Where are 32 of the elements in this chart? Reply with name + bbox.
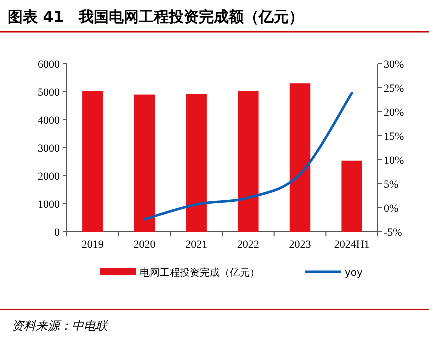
line-series	[144, 92, 354, 221]
x-tick-label: 2019	[82, 239, 104, 251]
x-tick-label: 2020	[134, 239, 156, 251]
legend-label: yoy	[345, 268, 364, 279]
x-tick-label: 2024H1	[334, 239, 370, 251]
y-tick-label: 4000	[38, 115, 60, 127]
bar	[82, 91, 104, 232]
bar	[238, 91, 259, 232]
chart-title: 图表 41 我国电网工程投资完成额（亿元）	[8, 8, 304, 26]
x-tick-label: 2022	[237, 239, 260, 251]
legend-label: 电网工程投资完成（亿元）	[140, 267, 260, 279]
y2-tick-label: -5%	[384, 227, 402, 239]
bar	[290, 84, 311, 232]
bar	[134, 94, 156, 232]
y2-tick-label: 0%	[384, 203, 399, 215]
x-tick-label: 2023	[289, 239, 312, 251]
bar	[186, 94, 207, 232]
y2-tick-label: 20%	[384, 107, 404, 119]
y-tick-label: 2000	[38, 171, 60, 183]
y2-tick-label: 5%	[384, 179, 399, 191]
text: 资料来源：中电联	[12, 319, 110, 333]
y2-tick-label: 10%	[384, 155, 404, 167]
y-tick-label: 0	[54, 227, 60, 239]
y2-tick-label: 15%	[384, 131, 404, 143]
y-tick-label: 3000	[38, 143, 60, 155]
y-tick-label: 6000	[38, 59, 60, 71]
bar	[342, 160, 362, 232]
y2-tick-label: 30%	[384, 59, 404, 71]
x-tick-label: 2021	[186, 239, 208, 251]
y-tick-label: 5000	[38, 87, 60, 99]
y2-tick-label: 25%	[384, 83, 404, 95]
y-tick-label: 1000	[38, 199, 60, 211]
